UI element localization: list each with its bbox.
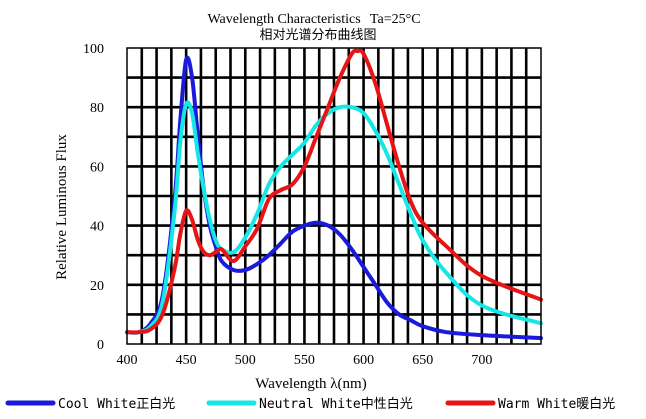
x-tick-label: 700 xyxy=(471,353,492,368)
y-tick-label: 100 xyxy=(83,42,104,57)
y-tick-label: 20 xyxy=(90,279,104,294)
chart-subtitle: 相对光谱分布曲线图 xyxy=(259,27,376,42)
legend: Cool White正白光 Neutral White中性白光 Warm White… xyxy=(5,396,615,412)
legend-label-3: Warm White暖白光 xyxy=(498,396,615,412)
plot-border xyxy=(126,47,542,345)
series-line-3 xyxy=(125,48,543,335)
x-tick-label: 650 xyxy=(412,353,433,368)
series-line-2 xyxy=(125,100,543,335)
y-tick-label: 40 xyxy=(90,220,104,235)
series-layer xyxy=(125,48,543,341)
x-tick-label: 450 xyxy=(176,353,197,368)
x-tick-label: 500 xyxy=(235,353,256,368)
chart-title: Wavelength Characteristics Ta=25°C xyxy=(207,12,420,27)
x-tick-label: 600 xyxy=(353,353,374,368)
chart-title-main: Wavelength Characteristics xyxy=(207,12,360,27)
y-tick-label: 80 xyxy=(90,101,104,116)
chart-title-condition: Ta=25°C xyxy=(370,12,421,27)
y-tick-labels: 0 20 40 60 80 100 xyxy=(83,42,104,353)
legend-label-1: Cool White正白光 xyxy=(58,396,175,412)
x-tick-label: 400 xyxy=(117,353,138,368)
x-tick-label: 550 xyxy=(294,353,315,368)
legend-label-2: Neutral White中性白光 xyxy=(259,396,413,412)
series-line-1 xyxy=(125,55,543,341)
y-axis-label: Relative Luminous Flux xyxy=(54,134,70,280)
x-axis-label: Wavelength λ(nm) xyxy=(255,376,366,392)
x-tick-labels: 400 450 500 550 600 650 700 xyxy=(117,353,493,368)
y-tick-label: 0 xyxy=(97,338,104,353)
grid-lines xyxy=(127,48,541,344)
y-tick-label: 60 xyxy=(90,160,104,175)
